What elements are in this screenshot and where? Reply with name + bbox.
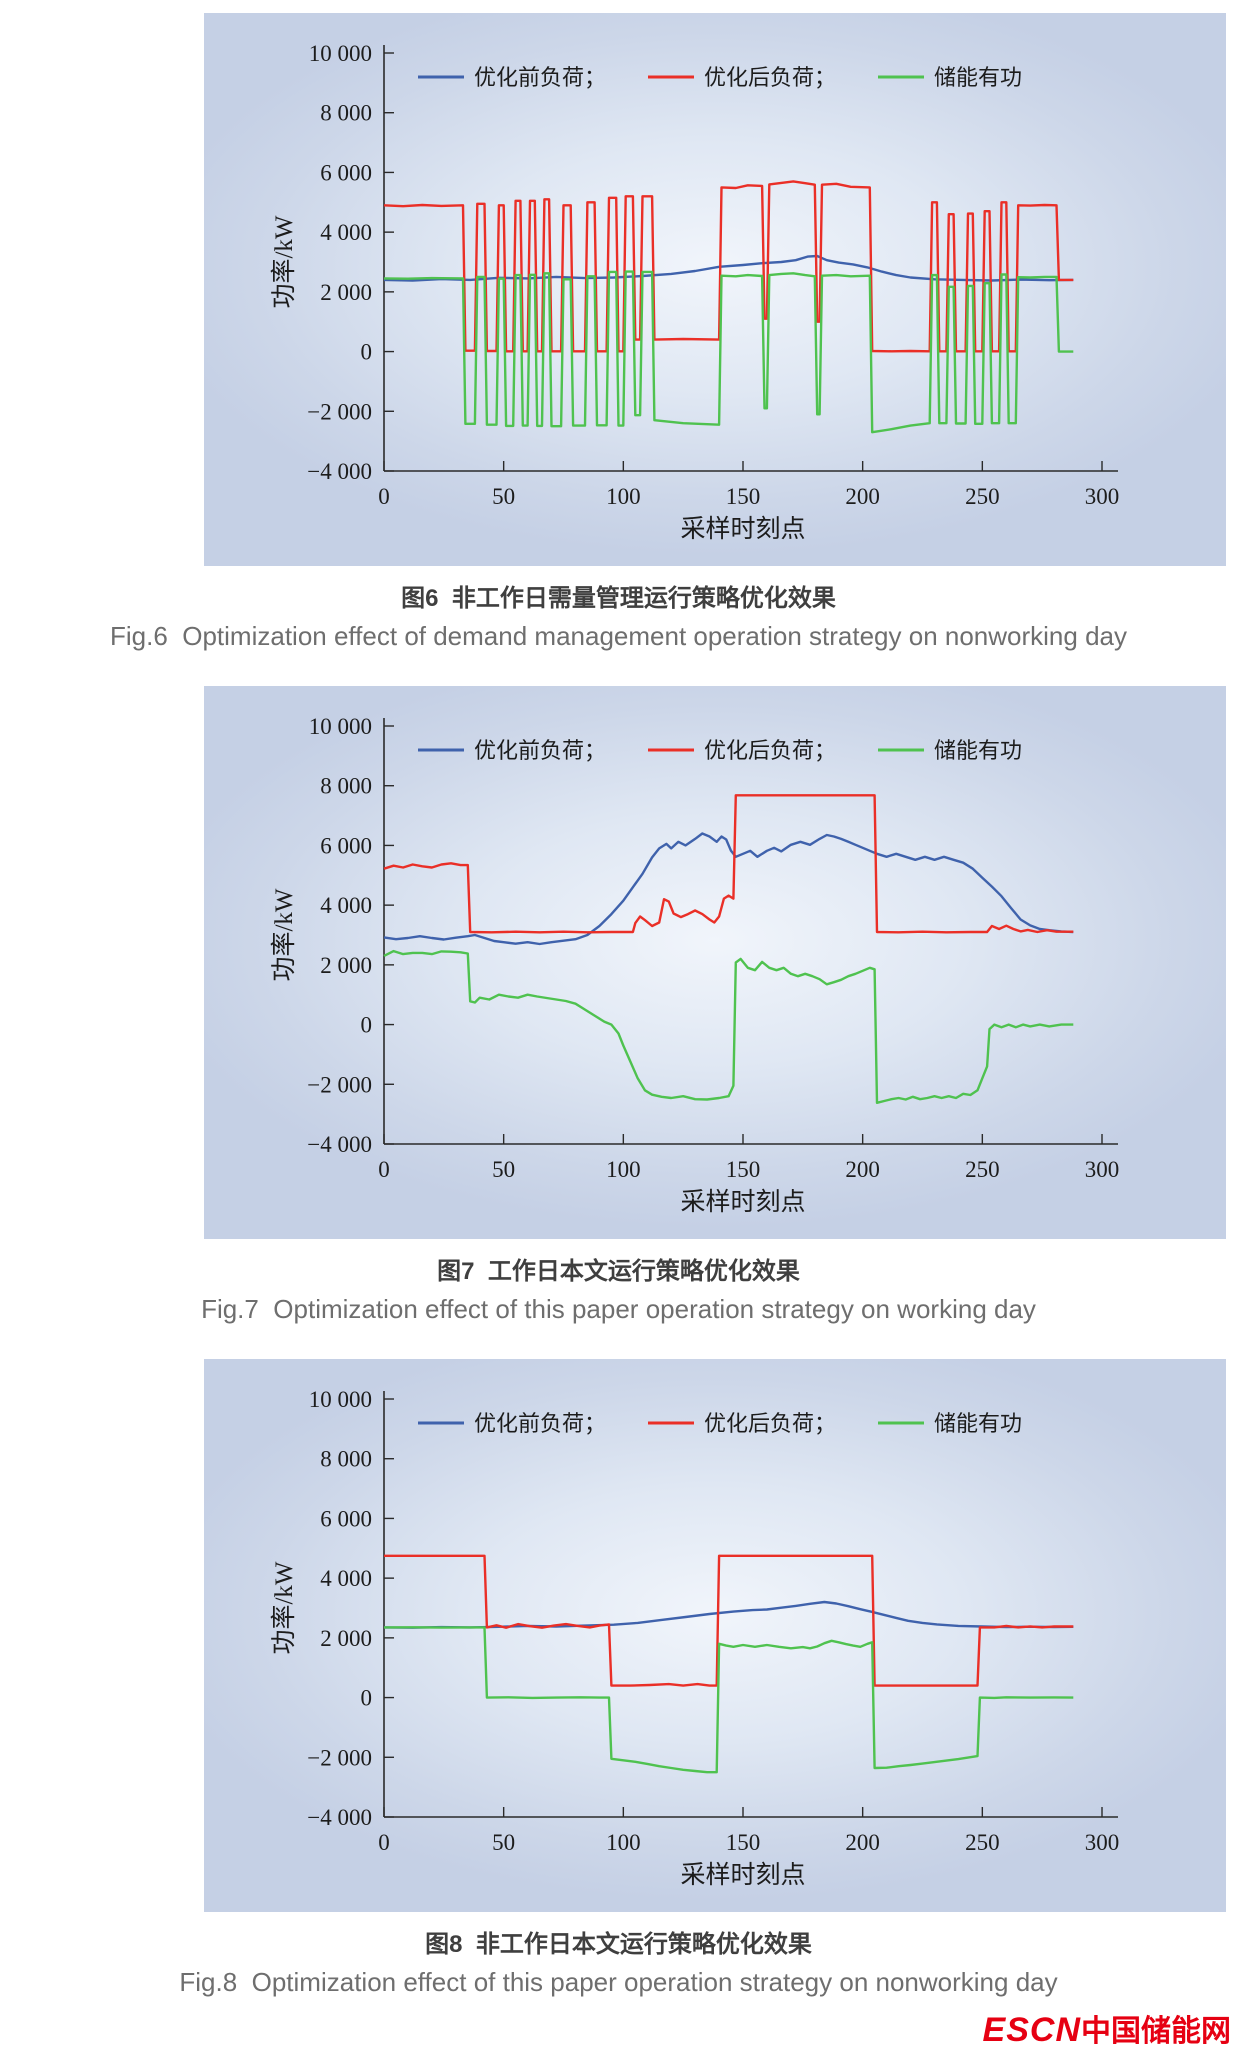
x-tick-label: 0	[378, 484, 390, 509]
legend-label-load-before-optimization: 优化前负荷；	[474, 738, 606, 763]
figure7-chart-panel: −4 000 −2 000 0 2 000 4 000 6 000 8 000 10 000 0…	[204, 686, 1226, 1239]
x-tick-label: 200	[845, 484, 880, 509]
x-tick-label: 300	[1085, 1830, 1120, 1855]
x-axis-title: 采样时刻点	[680, 1861, 805, 1889]
figure-7: −4 000 −2 000 0 2 000 4 000 6 000 8 000 10 000 0…	[0, 686, 1237, 1325]
y-tick-label: −2 000	[307, 399, 372, 424]
y-tick-label: 6 000	[320, 160, 372, 185]
x-tick-label: 300	[1085, 484, 1120, 509]
page: −4 000 −2 000 0 2 000 4 000 6 000 8 000 10 000 0…	[0, 13, 1237, 2049]
y-tick-label: −2 000	[307, 1745, 372, 1770]
figure7-caption-en: Fig.7 Optimization effect of this paper …	[201, 1294, 1036, 1324]
y-tick-label: 0	[361, 1013, 373, 1038]
x-tick-label: 150	[726, 1157, 761, 1182]
series-line-storage-active-power	[383, 949, 1074, 1104]
y-tick-label: 8 000	[320, 101, 372, 126]
y-tick-label: −4 000	[307, 1805, 372, 1830]
legend-label-load-after-optimization: 优化后负荷；	[704, 65, 836, 90]
y-tick-label: 10 000	[309, 41, 372, 66]
x-tick-label: 100	[606, 484, 641, 509]
figure8-chart-panel: −4 000 −2 000 0 2 000 4 000 6 000 8 000 10 000 0…	[204, 1359, 1226, 1912]
figure7-caption-cn: 图7 工作日本文运行策略优化效果	[437, 1258, 800, 1285]
series-line-load-before-optimization	[383, 832, 1074, 946]
x-tick-label: 200	[845, 1830, 880, 1855]
y-tick-label: 0	[361, 340, 373, 365]
y-axis-title: 功率/kW	[270, 215, 298, 308]
figure8-caption-en: Fig.8 Optimization effect of this paper …	[179, 1967, 1058, 1997]
x-tick-label: 50	[492, 484, 515, 509]
figure7-chart: −4 000 −2 000 0 2 000 4 000 6 000 8 000 10 000 0…	[270, 714, 1120, 1216]
legend-label-load-before-optimization: 优化前负荷；	[474, 65, 606, 90]
y-tick-label: 2 000	[320, 1626, 372, 1651]
figure-6: −4 000 −2 000 0 2 000 4 000 6 000 8 000 10 000 0…	[0, 13, 1237, 652]
legend-label-storage-active-power: 储能有功	[934, 65, 1022, 90]
series-line-load-after-optimization	[384, 1554, 1074, 1687]
x-tick-label: 50	[492, 1830, 515, 1855]
x-tick-label: 100	[606, 1830, 641, 1855]
x-tick-label: 300	[1085, 1157, 1120, 1182]
x-tick-label: 250	[965, 484, 1000, 509]
y-axis-title: 功率/kW	[270, 888, 298, 981]
x-axis-title: 采样时刻点	[680, 1188, 805, 1216]
figure8-chart: −4 000 −2 000 0 2 000 4 000 6 000 8 000 10 000 0…	[270, 1387, 1120, 1889]
y-tick-label: 0	[361, 1686, 373, 1711]
x-tick-label: 0	[378, 1830, 390, 1855]
x-axis-title: 采样时刻点	[680, 515, 805, 543]
escn-logo-text: ESCN	[982, 2011, 1081, 2049]
legend-label-load-after-optimization: 优化后负荷；	[704, 1411, 836, 1436]
y-tick-label: 4 000	[320, 1566, 372, 1591]
x-tick-label: 50	[492, 1157, 515, 1182]
y-tick-label: 4 000	[320, 893, 372, 918]
y-tick-label: −2 000	[307, 1072, 372, 1097]
figure6-caption-cn: 图6 非工作日需量管理运行策略优化效果	[401, 585, 836, 612]
y-tick-label: 10 000	[309, 1387, 372, 1412]
legend-label-storage-active-power: 储能有功	[934, 1411, 1022, 1436]
figure6-chart: −4 000 −2 000 0 2 000 4 000 6 000 8 000 10 000 0…	[270, 41, 1120, 543]
x-tick-label: 0	[378, 1157, 390, 1182]
y-tick-label: 10 000	[309, 714, 372, 739]
legend-label-load-after-optimization: 优化后负荷；	[704, 738, 836, 763]
x-tick-label: 150	[726, 1830, 761, 1855]
series-line-storage-active-power	[383, 270, 1074, 434]
series-line-storage-active-power	[383, 1626, 1074, 1774]
legend-label-load-before-optimization: 优化前负荷；	[474, 1411, 606, 1436]
y-tick-label: 2 000	[320, 280, 372, 305]
series-line-load-after-optimization	[383, 180, 1074, 353]
y-tick-label: −4 000	[307, 1132, 372, 1157]
y-tick-label: 6 000	[320, 1506, 372, 1531]
legend-label-storage-active-power: 储能有功	[934, 738, 1022, 763]
y-tick-label: 6 000	[320, 833, 372, 858]
y-tick-label: 8 000	[320, 774, 372, 799]
x-tick-label: 150	[726, 484, 761, 509]
y-tick-label: 2 000	[320, 953, 372, 978]
figure6-caption-en: Fig.6 Optimization effect of demand mana…	[110, 621, 1127, 651]
x-tick-label: 200	[845, 1157, 880, 1182]
y-tick-label: 8 000	[320, 1447, 372, 1472]
escn-logo: ESCN中国储能网	[983, 2006, 1231, 2050]
y-tick-label: 4 000	[320, 220, 372, 245]
x-tick-label: 250	[965, 1157, 1000, 1182]
y-axis-title: 功率/kW	[270, 1561, 298, 1654]
figure-8: −4 000 −2 000 0 2 000 4 000 6 000 8 000 10 000 0…	[0, 1359, 1237, 1998]
figure6-chart-panel: −4 000 −2 000 0 2 000 4 000 6 000 8 000 10 000 0…	[204, 13, 1226, 566]
escn-logo-cn-text: 中国储能网	[1081, 2015, 1231, 2048]
x-tick-label: 250	[965, 1830, 1000, 1855]
series-line-load-after-optimization	[383, 794, 1074, 934]
figure8-caption-cn: 图8 非工作日本文运行策略优化效果	[425, 1931, 812, 1958]
x-tick-label: 100	[606, 1157, 641, 1182]
y-tick-label: −4 000	[307, 459, 372, 484]
